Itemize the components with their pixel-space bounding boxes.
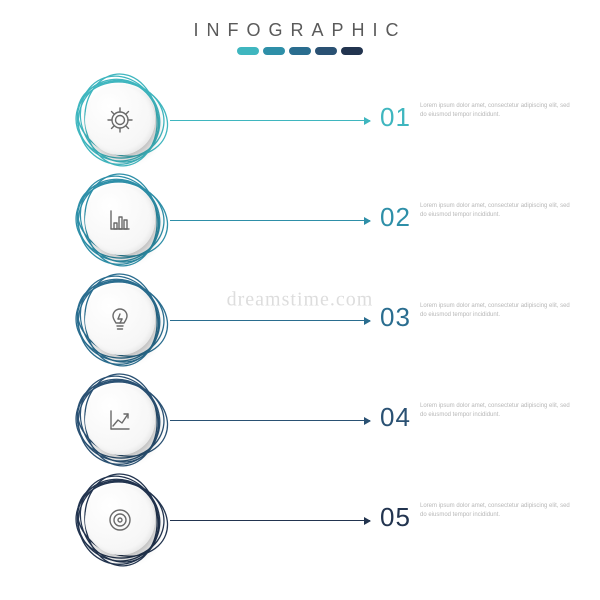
step-number: 04 bbox=[380, 402, 411, 433]
growth-chart-icon bbox=[104, 404, 136, 436]
target-icon bbox=[104, 504, 136, 536]
connector-arrow bbox=[170, 220, 370, 221]
step-row: 01 Lorem ipsum dolor amet, consectetur ad… bbox=[0, 70, 600, 170]
title-dot bbox=[341, 47, 363, 55]
step-row: 04 Lorem ipsum dolor amet, consectetur ad… bbox=[0, 370, 600, 470]
bar-chart-icon bbox=[104, 204, 136, 236]
step-number: 05 bbox=[380, 502, 411, 533]
connector-arrow bbox=[170, 520, 370, 521]
page-title: INFOGRAPHIC bbox=[0, 0, 600, 41]
title-dot bbox=[289, 47, 311, 55]
step-description: Lorem ipsum dolor amet, consectetur adip… bbox=[420, 202, 570, 220]
step-badge bbox=[85, 185, 155, 255]
step-description: Lorem ipsum dolor amet, consectetur adip… bbox=[420, 302, 570, 320]
step-number: 03 bbox=[380, 302, 411, 333]
title-dots bbox=[0, 47, 600, 55]
connector-arrow bbox=[170, 320, 370, 321]
step-description: Lorem ipsum dolor amet, consectetur adip… bbox=[420, 402, 570, 420]
step-number: 02 bbox=[380, 202, 411, 233]
step-badge bbox=[85, 85, 155, 155]
gear-icon bbox=[104, 104, 136, 136]
step-description: Lorem ipsum dolor amet, consectetur adip… bbox=[420, 102, 570, 120]
step-row: 03 Lorem ipsum dolor amet, consectetur ad… bbox=[0, 270, 600, 370]
step-row: 02 Lorem ipsum dolor amet, consectetur ad… bbox=[0, 170, 600, 270]
title-dot bbox=[315, 47, 337, 55]
title-dot bbox=[237, 47, 259, 55]
connector-arrow bbox=[170, 420, 370, 421]
step-badge bbox=[85, 485, 155, 555]
steps-container: 01 Lorem ipsum dolor amet, consectetur ad… bbox=[0, 70, 600, 570]
connector-arrow bbox=[170, 120, 370, 121]
title-dot bbox=[263, 47, 285, 55]
step-description: Lorem ipsum dolor amet, consectetur adip… bbox=[420, 502, 570, 520]
step-number: 01 bbox=[380, 102, 411, 133]
lightbulb-icon bbox=[104, 304, 136, 336]
step-badge bbox=[85, 385, 155, 455]
step-badge bbox=[85, 285, 155, 355]
step-row: 05 Lorem ipsum dolor amet, consectetur ad… bbox=[0, 470, 600, 570]
